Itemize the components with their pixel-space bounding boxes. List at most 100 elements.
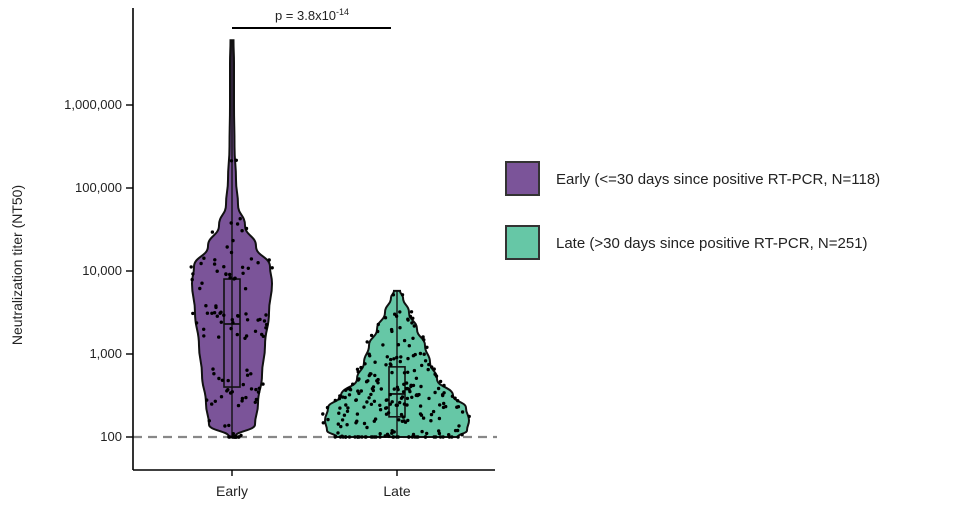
data-point — [343, 435, 348, 439]
legend-swatch — [505, 225, 540, 260]
data-point — [373, 373, 377, 378]
violin-early — [189, 39, 274, 439]
data-point — [372, 419, 376, 423]
data-point — [245, 373, 250, 377]
data-point — [200, 281, 204, 285]
data-point — [234, 158, 238, 162]
y-tick-label: 1,000 — [89, 346, 122, 361]
data-point — [264, 313, 268, 317]
data-point — [441, 393, 445, 398]
data-point — [253, 400, 257, 404]
data-point — [402, 382, 406, 386]
data-point — [429, 419, 433, 423]
x-tick-label: Late — [383, 483, 410, 499]
data-point — [407, 435, 411, 439]
data-point — [402, 371, 407, 375]
data-point — [437, 416, 442, 421]
data-point — [235, 222, 240, 226]
data-point — [390, 400, 394, 404]
data-point — [223, 424, 227, 428]
data-point — [256, 390, 261, 394]
data-point — [420, 363, 424, 368]
y-tick-label: 100 — [100, 429, 122, 444]
data-point — [256, 261, 260, 265]
data-point — [229, 221, 233, 225]
data-point — [437, 431, 442, 436]
data-point — [393, 312, 397, 316]
data-point — [353, 435, 357, 439]
data-point — [254, 387, 258, 392]
data-point — [264, 322, 269, 327]
data-point — [447, 435, 452, 439]
data-point — [430, 365, 434, 369]
data-point — [228, 272, 232, 277]
data-point — [230, 318, 234, 322]
data-point — [218, 311, 222, 315]
data-point — [403, 420, 408, 424]
data-point — [423, 359, 428, 363]
data-point — [365, 340, 369, 344]
data-point — [215, 269, 219, 273]
data-point — [426, 367, 430, 372]
data-point — [412, 368, 417, 373]
data-point — [363, 362, 367, 366]
data-point — [395, 355, 399, 360]
data-point — [376, 322, 380, 327]
data-point — [453, 396, 457, 400]
data-point — [343, 395, 347, 400]
data-point — [345, 423, 349, 427]
data-point — [345, 409, 350, 413]
data-point — [406, 318, 410, 322]
data-point — [270, 266, 274, 270]
data-point — [398, 359, 402, 364]
data-point — [357, 391, 361, 396]
data-point — [246, 266, 250, 270]
data-point — [385, 398, 389, 402]
data-point — [407, 344, 411, 348]
data-point — [369, 392, 373, 397]
data-point — [359, 389, 363, 393]
data-point — [395, 403, 399, 407]
data-point — [409, 383, 413, 387]
data-point — [363, 435, 368, 439]
data-point — [401, 390, 406, 394]
data-point — [450, 394, 455, 398]
data-point — [450, 435, 454, 439]
data-point — [338, 406, 342, 410]
data-point — [231, 238, 235, 243]
legend-item-late: Late (>30 days since positive RT-PCR, N=… — [505, 225, 868, 260]
data-point — [384, 363, 388, 367]
data-point — [467, 414, 471, 419]
iqr-box — [223, 278, 241, 388]
data-point — [228, 391, 233, 395]
data-point — [369, 435, 374, 439]
data-point — [423, 435, 428, 439]
data-point — [390, 370, 394, 375]
data-point — [230, 435, 235, 439]
data-point — [438, 403, 442, 407]
data-point — [402, 338, 407, 343]
data-point — [226, 388, 230, 392]
data-point — [371, 388, 375, 393]
data-point — [244, 226, 249, 231]
data-point — [362, 421, 367, 426]
data-point — [244, 395, 248, 400]
data-point — [262, 319, 267, 323]
data-point — [399, 355, 403, 359]
data-point — [240, 265, 245, 269]
data-point — [347, 393, 352, 397]
data-point — [397, 418, 401, 422]
data-point — [261, 382, 265, 386]
data-point — [427, 396, 431, 401]
data-point — [406, 356, 410, 361]
legend-label: Early (<=30 days since positive RT-PCR, … — [556, 171, 880, 188]
data-point — [344, 403, 348, 407]
data-point — [408, 314, 413, 319]
data-point — [418, 404, 423, 408]
data-point — [351, 382, 355, 386]
data-point — [438, 379, 443, 384]
data-point — [390, 431, 394, 435]
data-point — [340, 434, 344, 438]
data-point — [409, 310, 414, 314]
data-point — [210, 230, 215, 234]
